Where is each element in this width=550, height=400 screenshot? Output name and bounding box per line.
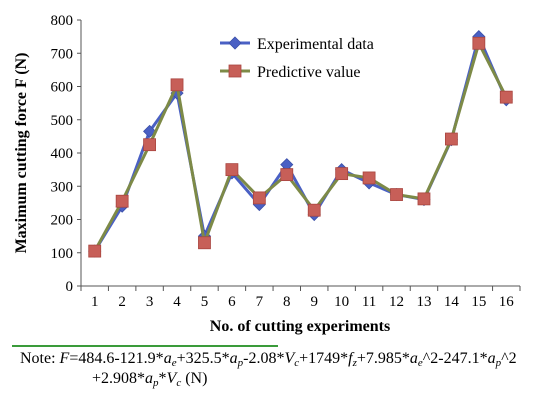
note-fragment: F [59, 350, 70, 367]
series-layer [88, 30, 513, 258]
y-axis-label: Maximum cutting force F (N) [13, 53, 30, 254]
legend-marker [228, 64, 242, 78]
note-fragment: c [176, 377, 182, 389]
note-fragment: a [409, 350, 418, 367]
predictive-point [198, 236, 211, 250]
y-tick-label: 500 [51, 113, 74, 129]
predictive-point [280, 168, 294, 182]
x-tick-label: 15 [471, 294, 486, 310]
regression-note: Note: F=484.6-121.9*ae+325.5*ap-2.08*Vc+… [20, 349, 548, 389]
x-axis-label: No. of cutting experiments [210, 318, 390, 335]
legend-label: Experimental data [257, 36, 374, 53]
note-fragment: +1749* [299, 350, 349, 367]
y-tick-label: 400 [51, 146, 74, 162]
predictive-point [417, 192, 431, 206]
note-fragment: V [284, 350, 295, 367]
note-fragment: ^2 [501, 350, 517, 367]
x-ticks: 1 2 3 4 5 6 7 8 9 10 11 12 13 14 15 16 [80, 286, 521, 310]
x-tick-label: 3 [146, 294, 154, 310]
note-fragment: p [237, 357, 244, 369]
note-line: +2.908*ap*Vc (N) [20, 369, 548, 389]
predictive-point [445, 132, 458, 146]
series-1 [88, 36, 513, 258]
predictive-point [499, 90, 513, 104]
note-fragment: e [171, 357, 177, 369]
x-tick-label: 13 [416, 294, 431, 310]
note-fragment: p [153, 377, 159, 389]
note-fragment: a [487, 350, 496, 367]
predictive-point [170, 78, 184, 92]
note-fragment: (N) [181, 370, 208, 387]
predictive-point [143, 138, 156, 152]
note-fragment: +2.908* [92, 370, 146, 387]
note-fragment: e [417, 357, 423, 369]
x-tick-label: 1 [91, 294, 99, 310]
note-fragment: z [352, 357, 357, 369]
x-tick-label: 12 [389, 294, 404, 310]
x-tick-label: 11 [362, 294, 376, 310]
note-fragment: a [229, 350, 238, 367]
y-tick-label: 100 [51, 246, 74, 262]
note-fragment: c [294, 357, 300, 369]
predictive-point [390, 188, 403, 201]
note-fragment: -2.08* [243, 350, 285, 367]
x-tick-label: 14 [444, 294, 460, 310]
y-tick-label: 300 [51, 179, 74, 195]
x-tick-label: 6 [228, 294, 236, 310]
note-fragment: V [166, 370, 177, 387]
note-fragment: f [348, 350, 353, 367]
predictive-point [307, 203, 321, 217]
y-tick-label: 600 [51, 80, 74, 96]
y-tick-label: 700 [51, 46, 74, 62]
note-line: Note: F=484.6-121.9*ae+325.5*ap-2.08*Vc+… [20, 349, 548, 369]
note-divider [12, 345, 278, 347]
legend-marker [228, 36, 242, 50]
note-fragment: +325.5* [176, 350, 230, 367]
predictive-point [472, 36, 486, 50]
y-tick-label: 800 [51, 13, 74, 29]
predictive-point [252, 191, 266, 205]
y-ticks: 0 100 200 300 400 500 600 700 800 [51, 13, 81, 295]
note-fragment: * [158, 370, 167, 387]
note-prefix: Note: [20, 350, 60, 367]
note-fragment: +7.985* [356, 350, 410, 367]
note-fragment: a [145, 370, 154, 387]
x-tick-label: 16 [499, 294, 515, 310]
y-tick-label: 200 [51, 213, 74, 229]
predictive-point [225, 163, 239, 177]
x-tick-label: 2 [118, 294, 126, 310]
y-tick-label: 0 [66, 279, 74, 295]
x-tick-label: 9 [310, 294, 318, 310]
note-fragment: ^2-247.1* [422, 350, 488, 367]
predictive-point [335, 167, 349, 181]
note-fragment: p [495, 357, 502, 369]
x-tick-label: 8 [283, 294, 291, 310]
legend-label: Predictive value [257, 64, 361, 81]
x-tick-label: 4 [173, 294, 181, 310]
x-tick-label: 7 [256, 294, 264, 310]
experimental-point [143, 124, 157, 138]
legend: Experimental data Predictive value [220, 36, 374, 81]
predictive-point [362, 171, 376, 185]
x-tick-label: 10 [334, 294, 349, 310]
note-fragment: =484.6-121.9* [69, 350, 164, 367]
predictive-point [88, 244, 102, 258]
predictive-point [115, 194, 129, 208]
series-line [93, 41, 508, 252]
x-tick-label: 5 [201, 294, 209, 310]
note-fragment: a [163, 350, 172, 367]
